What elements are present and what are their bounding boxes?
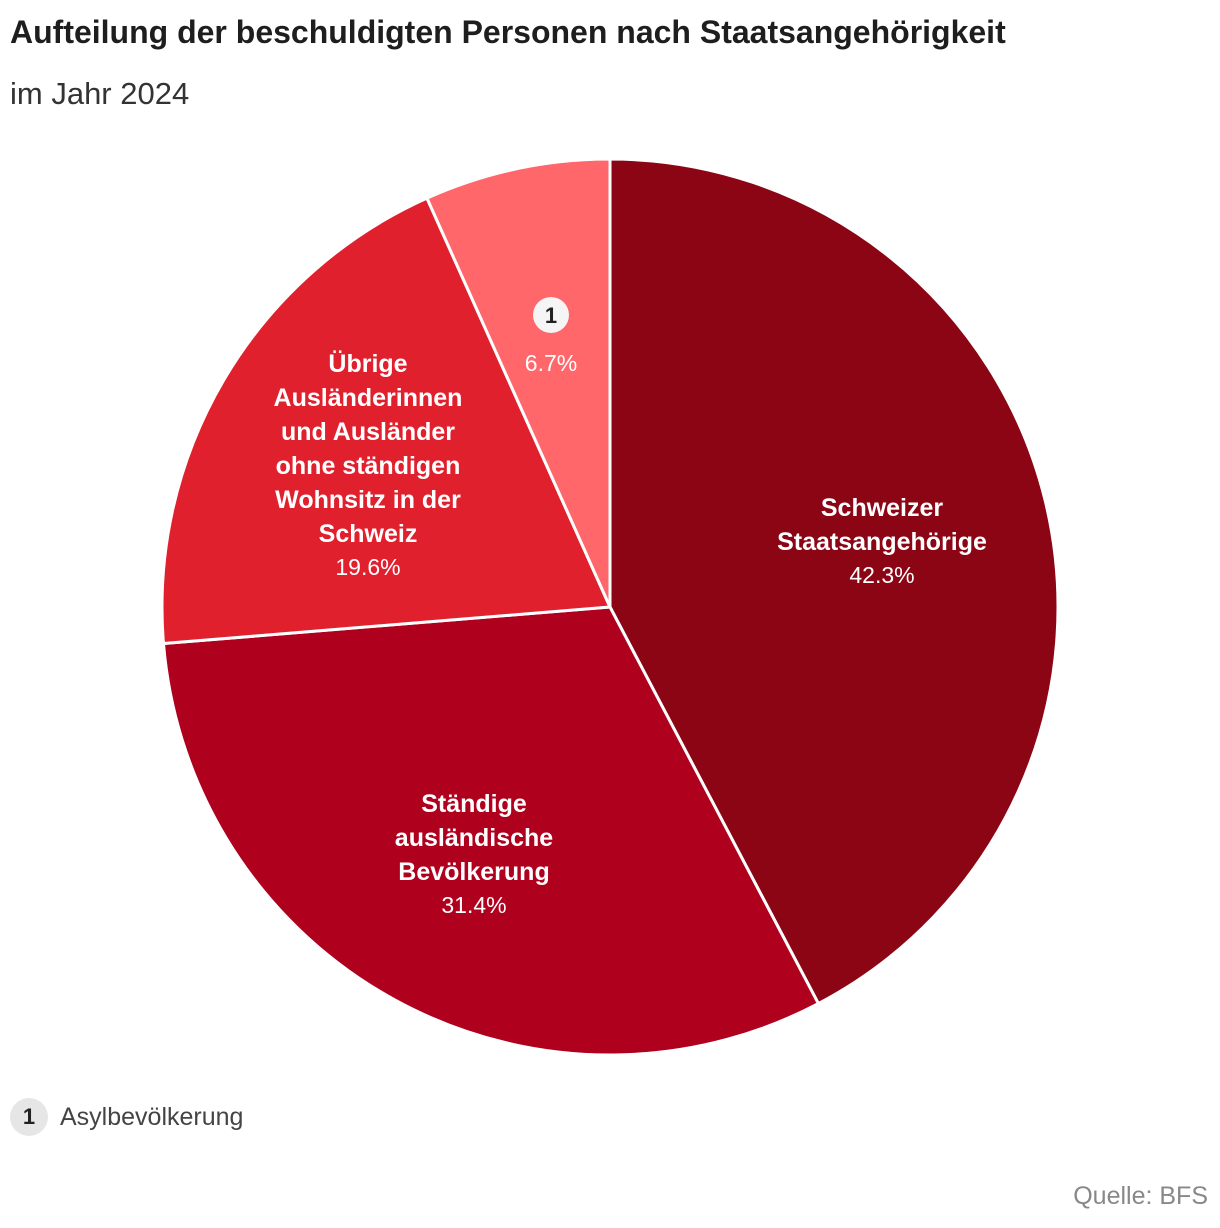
slice-label-name: Schweiz <box>319 520 418 548</box>
pie-labels: Schweizer Staatsangehörige 42.3% Ständige au… <box>274 297 987 918</box>
slice-label-name: Wohnsitz in der <box>275 486 461 514</box>
slice-label-name: ohne ständigen <box>276 452 461 480</box>
chart-title: Aufteilung der beschuldigten Personen na… <box>10 14 1006 50</box>
slice-label-name: Ausländerinnen <box>274 384 463 412</box>
slice-label-name: Staatsangehörige <box>777 528 987 556</box>
pie-slice <box>425 157 612 609</box>
slice-label-name: Übrige <box>328 349 407 378</box>
pie-slice <box>608 157 1060 1006</box>
footnote-legend: 1 Asylbevölkerung <box>10 1098 243 1136</box>
footnote-marker: 1 <box>10 1098 48 1136</box>
slice-footnote-marker: 1 <box>545 303 557 328</box>
slice-label-name: Schweizer <box>821 494 944 522</box>
pie-slice <box>160 196 612 646</box>
slice-label-name: ausländische <box>395 824 553 852</box>
pie-slice <box>161 605 820 1057</box>
slice-label-name: Ständige <box>421 790 527 818</box>
source-note: Quelle: BFS <box>1073 1182 1208 1210</box>
footnote-text: Asylbevölkerung <box>60 1102 244 1131</box>
slice-value-label: 19.6% <box>335 554 400 580</box>
slice-value-label: 42.3% <box>849 562 914 588</box>
slice-value-label: 31.4% <box>441 892 506 918</box>
slice-label-name: Bevölkerung <box>398 858 549 886</box>
slice-footnote-badge <box>533 297 569 333</box>
chart-subtitle: im Jahr 2024 <box>10 76 190 111</box>
slice-label-name: und Ausländer <box>281 418 455 446</box>
pie-slices <box>160 157 1060 1057</box>
slice-value-label: 6.7% <box>525 350 577 376</box>
